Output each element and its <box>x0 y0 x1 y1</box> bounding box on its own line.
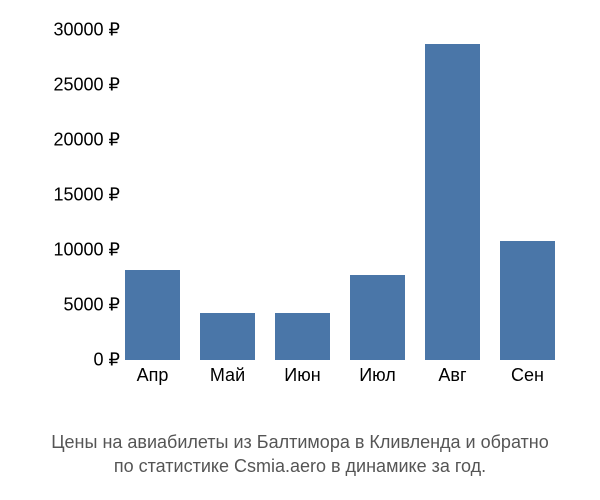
bar <box>500 241 555 360</box>
x-tick-label: Июн <box>265 365 340 386</box>
chart-caption: Цены на авиабилеты из Балтимора в Кливле… <box>0 430 600 479</box>
x-tick-label: Май <box>190 365 265 386</box>
bar <box>200 313 255 360</box>
bar <box>350 275 405 360</box>
plot-area <box>115 30 565 360</box>
y-tick-label: 30000 ₽ <box>30 20 120 41</box>
y-tick-label: 15000 ₽ <box>30 185 120 206</box>
x-tick-label: Сен <box>490 365 565 386</box>
y-tick-label: 10000 ₽ <box>30 240 120 261</box>
bar <box>425 44 480 360</box>
y-tick-label: 20000 ₽ <box>30 130 120 151</box>
y-tick-label: 25000 ₽ <box>30 75 120 96</box>
x-tick-label: Апр <box>115 365 190 386</box>
bar <box>125 270 180 360</box>
x-tick-label: Авг <box>415 365 490 386</box>
x-tick-label: Июл <box>340 365 415 386</box>
caption-line-1: Цены на авиабилеты из Балтимора в Кливле… <box>51 432 549 452</box>
price-bar-chart: 0 ₽ 5000 ₽ 10000 ₽ 15000 ₽ 20000 ₽ 25000 ₽ 300… <box>20 20 580 420</box>
y-tick-label: 0 ₽ <box>30 350 120 371</box>
y-tick-label: 5000 ₽ <box>30 295 120 316</box>
caption-line-2: по статистике Csmia.aero в динамике за г… <box>114 456 486 476</box>
bar <box>275 313 330 360</box>
